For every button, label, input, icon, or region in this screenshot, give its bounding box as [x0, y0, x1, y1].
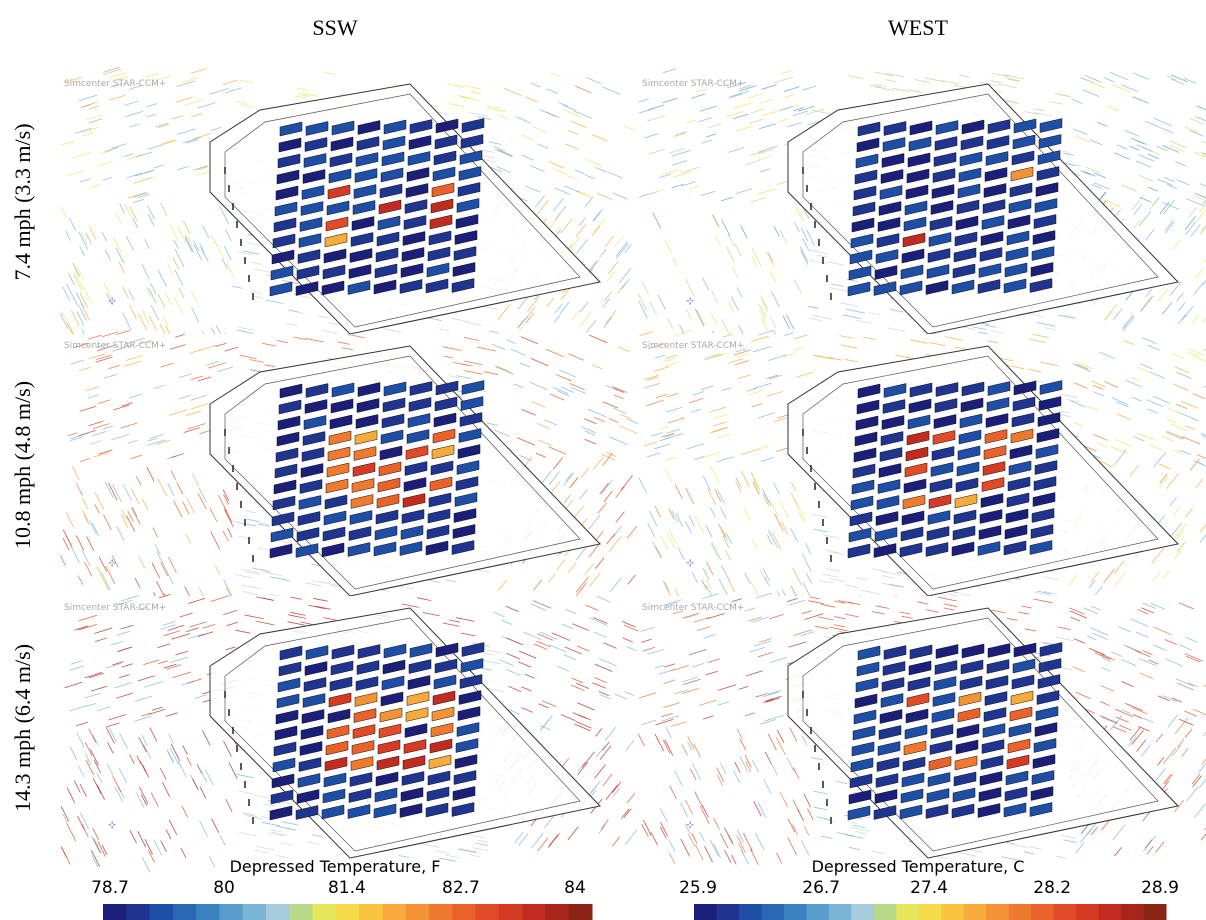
- colorbar-swatch: [406, 904, 430, 920]
- colorbars: Depressed Temperature, F 78.7 80 81.4 82.7 84…: [91, 857, 1179, 920]
- axis-triad: ⊹: [686, 558, 694, 569]
- flow-vector: [627, 526, 637, 538]
- flow-vector: [628, 575, 636, 585]
- colorbar-swatch: [1076, 904, 1099, 920]
- colorbar-title: Depressed Temperature, C: [812, 857, 1025, 876]
- colorbar-swatch: [941, 904, 964, 920]
- colorbar-swatch: [243, 904, 267, 920]
- colorbar-swatch: [1144, 904, 1167, 920]
- colorbar-tick-label: 26.7: [802, 878, 840, 898]
- axis-triad: ⊹: [108, 296, 116, 307]
- row-label: 10.8 mph (4.8 m/s): [10, 381, 35, 549]
- panel: Simcenter STAR-CCM+ ⊹: [60, 67, 634, 347]
- watermark: Simcenter STAR-CCM+: [64, 79, 166, 89]
- axis-triad: ⊹: [108, 558, 116, 569]
- colorbar-swatch: [1031, 904, 1054, 920]
- colorbar-tick-label: 80: [213, 878, 235, 898]
- colorbar-tick-label: 25.9: [679, 878, 717, 898]
- colorbar-tick-label: 28.2: [1033, 878, 1071, 898]
- colorbar-tick-label: 81.4: [328, 878, 366, 898]
- colorbar-swatch: [313, 904, 337, 920]
- watermark: Simcenter STAR-CCM+: [64, 341, 166, 351]
- colorbar-swatch: [382, 904, 406, 920]
- colorbar-swatch: [266, 904, 290, 920]
- colorbar-swatch: [522, 904, 546, 920]
- colorbar-swatch: [429, 904, 453, 920]
- row-label: 14.3 mph (6.4 m/s): [10, 644, 35, 812]
- colorbar-swatch: [150, 904, 174, 920]
- colorbar-swatch: [964, 904, 987, 920]
- colorbar-swatch: [196, 904, 220, 920]
- panel: Simcenter STAR-CCM+ ⊹: [638, 69, 1206, 344]
- colorbar-swatch: [919, 904, 942, 920]
- colorbar-title: Depressed Temperature, F: [230, 857, 441, 876]
- colorbar-swatch: [784, 904, 807, 920]
- colorbar-swatch: [694, 904, 717, 920]
- colorbar-swatch: [739, 904, 762, 920]
- panels: Simcenter STAR-CCM+ ⊹ Simcenter STAR-CCM+ ⊹…: [60, 67, 1206, 872]
- axis-triad: ⊹: [686, 820, 694, 831]
- row-label: 7.4 mph (3.3 m/s): [10, 123, 35, 280]
- colorbar-tick-label: 84: [564, 878, 586, 898]
- panel: Simcenter STAR-CCM+ ⊹: [638, 330, 1206, 607]
- colorbar-swatch: [1009, 904, 1032, 920]
- colorbar-swatch: [499, 904, 523, 920]
- colorbar-swatch: [986, 904, 1009, 920]
- watermark: Simcenter STAR-CCM+: [64, 603, 166, 613]
- colorbar-swatch: [851, 904, 874, 920]
- colorbar-swatch: [219, 904, 243, 920]
- colorbar-tick-label: 78.7: [91, 878, 129, 898]
- colorbar-swatch: [874, 904, 897, 920]
- colorbar-swatch: [452, 904, 476, 920]
- colorbar-tick-label: 82.7: [442, 878, 480, 898]
- colorbar-swatch: [569, 904, 593, 920]
- colorbar-swatch: [126, 904, 150, 920]
- flow-vector: [627, 647, 637, 651]
- colorbar-tick-label: 28.9: [1141, 878, 1179, 898]
- flow-vector: [627, 793, 635, 803]
- panel: Simcenter STAR-CCM+ ⊹: [60, 330, 641, 610]
- axis-triad: ⊹: [108, 820, 116, 831]
- colorbar-swatch: [336, 904, 360, 920]
- column-header: WEST: [888, 15, 948, 40]
- flow-vector: [142, 857, 150, 872]
- colorbar-swatch: [896, 904, 919, 920]
- colorbar-swatch: [1054, 904, 1077, 920]
- colorbar-swatch: [476, 904, 500, 920]
- colorbar-swatch: [103, 904, 127, 920]
- colorbar-swatch: [1099, 904, 1122, 920]
- colorbar-swatch: [716, 904, 739, 920]
- colorbar-swatch: [173, 904, 197, 920]
- colorbar-swatch: [761, 904, 784, 920]
- colorbar-swatch: [829, 904, 852, 920]
- colorbar-swatch: [1121, 904, 1144, 920]
- colorbar-swatch: [806, 904, 829, 920]
- panel: Simcenter STAR-CCM+ ⊹: [60, 594, 640, 872]
- colorbar-swatch: [545, 904, 569, 920]
- colorbar-tick-label: 27.4: [910, 878, 948, 898]
- watermark: Simcenter STAR-CCM+: [642, 79, 744, 89]
- axis-triad: ⊹: [686, 296, 694, 307]
- watermark: Simcenter STAR-CCM+: [642, 341, 744, 351]
- flow-vector: [439, 858, 456, 861]
- colorbar-swatch: [289, 904, 313, 920]
- panel: Simcenter STAR-CCM+ ⊹: [638, 593, 1206, 865]
- colorbar-swatch: [359, 904, 383, 920]
- column-header: SSW: [312, 15, 357, 40]
- watermark: Simcenter STAR-CCM+: [642, 603, 744, 613]
